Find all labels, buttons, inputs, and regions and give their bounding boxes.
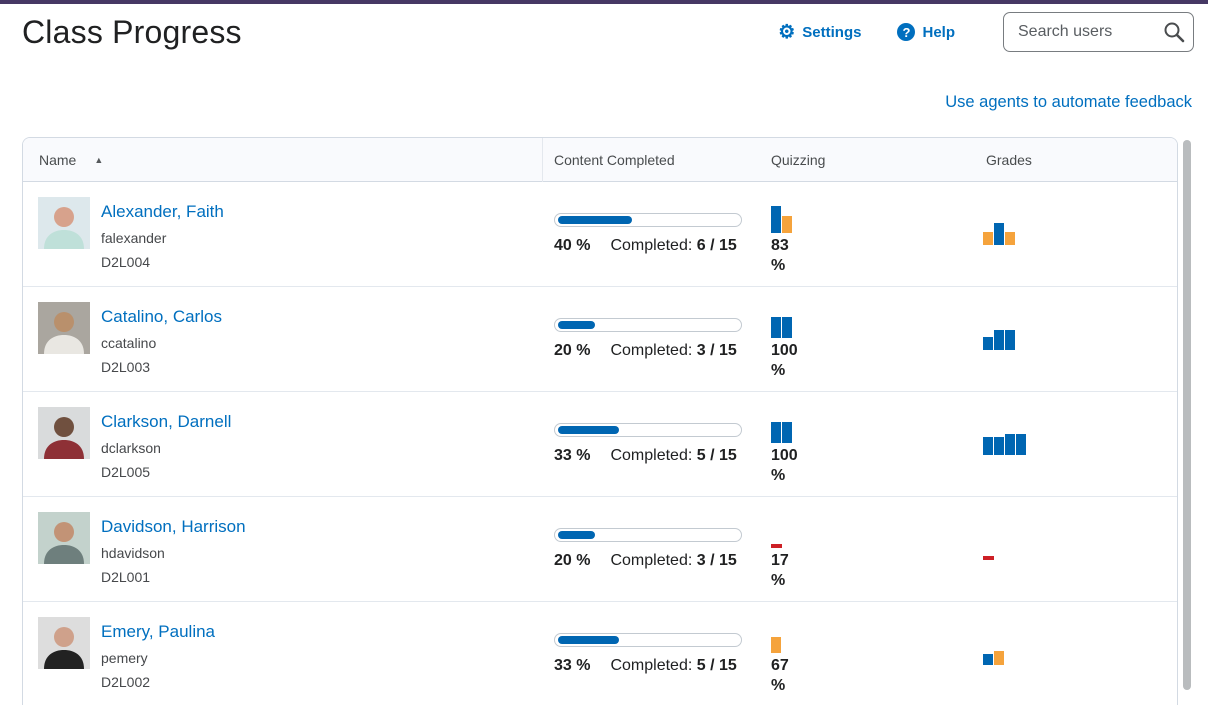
content-completed-count: Completed: 5 / 15 xyxy=(610,447,737,464)
student-name-link[interactable]: Alexander, Faith xyxy=(101,202,224,221)
search-box xyxy=(1003,12,1194,52)
content-progress-bar xyxy=(554,213,742,227)
content-completed-cell: 33 % Completed: 5 / 15 xyxy=(554,602,784,705)
student-org-id: D2L001 xyxy=(101,569,151,585)
content-completed-count: Completed: 3 / 15 xyxy=(610,342,737,359)
quizzing-percent: 100 % xyxy=(771,447,798,484)
content-percent: 33 % xyxy=(554,447,591,464)
use-agents-link[interactable]: Use agents to automate feedback xyxy=(945,93,1192,111)
table-row[interactable]: Clarkson, Darnell dclarkson D2L005 33 % … xyxy=(23,392,1177,497)
top-navbar xyxy=(0,0,1208,4)
quizzing-chart xyxy=(771,310,792,338)
content-stats: 20 % Completed: 3 / 15 xyxy=(554,341,737,361)
student-identity: Davidson, Harrison hdavidson D2L001 xyxy=(101,516,246,586)
content-completed-count: Completed: 3 / 15 xyxy=(610,552,737,569)
content-stats: 33 % Completed: 5 / 15 xyxy=(554,446,737,466)
content-completed-count: Completed: 6 / 15 xyxy=(610,237,737,254)
table-row[interactable]: Alexander, Faith falexander D2L004 40 % … xyxy=(23,182,1177,287)
student-identity: Alexander, Faith falexander D2L004 xyxy=(101,201,224,271)
content-stats: 33 % Completed: 5 / 15 xyxy=(554,656,737,676)
student-name-link[interactable]: Davidson, Harrison xyxy=(101,517,246,536)
content-progress-bar xyxy=(554,633,742,647)
student-org-id: D2L004 xyxy=(101,254,151,270)
quizzing-percent: 100 % xyxy=(771,342,798,379)
content-progress-fill xyxy=(558,321,596,329)
quizzing-chart xyxy=(771,625,781,653)
grades-chart xyxy=(983,221,1015,245)
grades-chart xyxy=(983,536,994,560)
column-header-name[interactable]: Name ▲ xyxy=(39,152,104,168)
column-header-content-completed: Content Completed xyxy=(554,152,675,168)
student-username: dclarkson xyxy=(101,440,161,456)
content-progress-fill xyxy=(558,216,633,224)
header-column-divider xyxy=(542,138,543,182)
content-progress-bar xyxy=(554,528,742,542)
table-header-row: Name ▲ Content Completed Quizzing Grades xyxy=(23,138,1177,182)
student-identity: Emery, Paulina pemery D2L002 xyxy=(101,621,215,691)
column-header-quizzing: Quizzing xyxy=(771,152,826,168)
quizzing-percent: 17 % xyxy=(771,552,789,589)
content-completed-cell: 20 % Completed: 3 / 15 xyxy=(554,287,784,391)
page-title: Class Progress xyxy=(22,14,242,50)
content-progress-fill xyxy=(558,531,596,539)
student-username: pemery xyxy=(101,650,148,666)
content-progress-fill xyxy=(558,636,620,644)
content-progress-bar xyxy=(554,423,742,437)
student-username: falexander xyxy=(101,230,167,246)
help-icon: ? xyxy=(897,23,916,41)
content-percent: 40 % xyxy=(554,237,591,254)
avatar[interactable] xyxy=(38,407,90,459)
settings-label: Settings xyxy=(802,23,862,41)
class-progress-table: Name ▲ Content Completed Quizzing Grades… xyxy=(22,137,1178,705)
avatar[interactable] xyxy=(38,302,90,354)
student-name-link[interactable]: Emery, Paulina xyxy=(101,622,216,641)
quizzing-chart xyxy=(771,415,792,443)
content-completed-cell: 20 % Completed: 3 / 15 xyxy=(554,497,784,601)
quizzing-percent: 67 % xyxy=(771,657,789,694)
sort-ascending-icon: ▲ xyxy=(94,155,104,165)
student-identity: Catalino, Carlos ccatalino D2L003 xyxy=(101,306,222,376)
student-identity: Clarkson, Darnell dclarkson D2L005 xyxy=(101,411,231,481)
student-org-id: D2L005 xyxy=(101,464,151,480)
column-header-grades: Grades xyxy=(986,152,1032,168)
content-completed-cell: 33 % Completed: 5 / 15 xyxy=(554,392,784,496)
student-org-id: D2L002 xyxy=(101,674,151,690)
avatar[interactable] xyxy=(38,617,90,669)
help-label: Help xyxy=(922,23,955,41)
search-input[interactable] xyxy=(1003,12,1194,52)
gear-icon: ⚙ xyxy=(778,21,796,43)
content-completed-cell: 40 % Completed: 6 / 15 xyxy=(554,182,784,286)
student-name-link[interactable]: Clarkson, Darnell xyxy=(101,412,232,431)
content-percent: 33 % xyxy=(554,657,591,674)
student-username: ccatalino xyxy=(101,335,157,351)
help-button[interactable]: ? Help xyxy=(897,23,955,41)
grades-chart xyxy=(983,326,1015,350)
quizzing-chart xyxy=(771,520,782,548)
quizzing-chart xyxy=(771,205,792,233)
student-org-id: D2L003 xyxy=(101,359,151,375)
content-progress-fill xyxy=(558,426,620,434)
vertical-scrollbar[interactable] xyxy=(1183,140,1191,690)
content-stats: 40 % Completed: 6 / 15 xyxy=(554,236,737,256)
content-percent: 20 % xyxy=(554,552,591,569)
quizzing-percent: 83 % xyxy=(771,237,789,274)
table-body: Alexander, Faith falexander D2L004 40 % … xyxy=(23,182,1177,705)
search-icon[interactable] xyxy=(1162,20,1186,44)
content-stats: 20 % Completed: 3 / 15 xyxy=(554,551,737,571)
grades-chart xyxy=(983,431,1026,455)
avatar[interactable] xyxy=(38,512,90,564)
student-name-link[interactable]: Catalino, Carlos xyxy=(101,307,222,326)
student-username: hdavidson xyxy=(101,545,165,561)
header-controls: ⚙ Settings ? Help xyxy=(778,12,1194,52)
avatar[interactable] xyxy=(38,197,90,249)
content-completed-count: Completed: 5 / 15 xyxy=(610,657,737,674)
table-row[interactable]: Catalino, Carlos ccatalino D2L003 20 % C… xyxy=(23,287,1177,392)
content-progress-bar xyxy=(554,318,742,332)
table-row[interactable]: Emery, Paulina pemery D2L002 33 % Comple… xyxy=(23,602,1177,705)
settings-button[interactable]: ⚙ Settings xyxy=(778,23,861,42)
table-row[interactable]: Davidson, Harrison hdavidson D2L001 20 %… xyxy=(23,497,1177,602)
content-percent: 20 % xyxy=(554,342,591,359)
grades-chart xyxy=(983,641,1004,665)
